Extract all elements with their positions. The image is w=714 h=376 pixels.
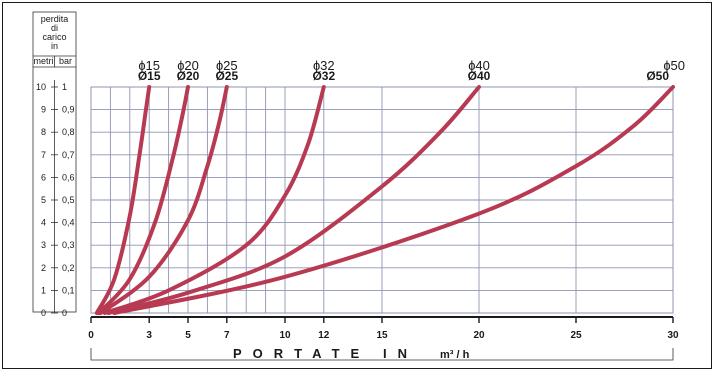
y-scale: 0 0 1 0,1 2 0,2 3 0,3 4 0,4 5 0,5 6 0,6 7 0,7 8 0,8 9 0,9 10… bbox=[36, 80, 75, 318]
x-tick-label: 10 bbox=[279, 330, 291, 341]
series-label-alt: Ø50 bbox=[646, 69, 669, 83]
x-tick-label: 20 bbox=[473, 330, 485, 341]
scale-title-line: in bbox=[51, 41, 58, 51]
series-line bbox=[112, 85, 675, 315]
y-right-tick-label: 0,4 bbox=[62, 218, 75, 228]
y-right-tick-label: 0,2 bbox=[62, 263, 75, 273]
outer-border bbox=[2, 2, 712, 369]
scale-title-line: perdita bbox=[41, 14, 69, 24]
x-tick-label: 3 bbox=[146, 330, 152, 341]
series-label: ɸ20 bbox=[177, 58, 199, 73]
y-left-tick-label: 4 bbox=[41, 218, 46, 228]
series-label: ɸ50 bbox=[663, 58, 685, 73]
y-right-tick-label: 0,9 bbox=[62, 105, 75, 115]
y-right-tick-label: 0 bbox=[62, 308, 67, 318]
y-right-tick-label: 1 bbox=[62, 82, 67, 92]
y-left-tick-label: 6 bbox=[41, 172, 46, 182]
y-right-tick-label: 0,5 bbox=[62, 195, 75, 205]
series-line bbox=[96, 85, 190, 315]
y-left-tick-label: 5 bbox=[41, 195, 46, 205]
x-tick-label: 0 bbox=[88, 330, 94, 341]
x-tick-label: 30 bbox=[667, 330, 679, 341]
series-line bbox=[94, 85, 152, 315]
series-label: ɸ32 bbox=[313, 58, 335, 73]
scale-title-line: carico bbox=[42, 32, 66, 42]
scale-unit-bar: bar bbox=[59, 56, 72, 66]
x-tick-label: 7 bbox=[224, 330, 230, 341]
x-axis-title-bracket bbox=[90, 348, 674, 361]
series-label: ɸ40 bbox=[468, 58, 490, 73]
series-label: ɸ15 bbox=[138, 58, 160, 73]
scale-unit-metri: metri bbox=[34, 56, 54, 66]
y-left-tick-label: 9 bbox=[41, 105, 46, 115]
x-tick-label: 12 bbox=[318, 330, 330, 341]
y-left-tick-label: 0 bbox=[41, 308, 46, 318]
series-line bbox=[106, 85, 481, 315]
x-axis-title: PORTATE IN m³ / h bbox=[233, 346, 470, 361]
series-line bbox=[102, 85, 326, 315]
x-axis-title-word: PORTATE bbox=[233, 346, 370, 361]
y-left-tick-label: 7 bbox=[41, 150, 46, 160]
x-axis: 0 3 5 7 10 12 15 20 25 30 bbox=[88, 316, 679, 341]
series-label-alt: Ø40 bbox=[468, 69, 491, 83]
y-left-tick-label: 10 bbox=[36, 82, 46, 92]
series-label-alt: Ø20 bbox=[177, 69, 200, 83]
y-left-tick-label: 8 bbox=[41, 127, 46, 137]
series-label: ɸ25 bbox=[216, 58, 238, 73]
x-axis-unit: m³ / h bbox=[440, 349, 470, 361]
series-line bbox=[98, 85, 229, 315]
x-tick-label: 25 bbox=[570, 330, 582, 341]
x-tick-label: 5 bbox=[185, 330, 191, 341]
scale-title: perdita di carico in bbox=[41, 14, 69, 51]
y-left-tick-label: 2 bbox=[41, 263, 46, 273]
grid bbox=[90, 86, 674, 314]
series-label-alt: Ø15 bbox=[138, 69, 161, 83]
y-right-tick-label: 0,7 bbox=[62, 150, 75, 160]
x-tick-label: 15 bbox=[376, 330, 388, 341]
y-left-tick-label: 3 bbox=[41, 240, 46, 250]
series-label-alt: Ø32 bbox=[312, 69, 335, 83]
y-right-tick-label: 0,3 bbox=[62, 240, 75, 250]
y-right-tick-label: 0,6 bbox=[62, 172, 75, 182]
series-label-alt: Ø25 bbox=[215, 69, 238, 83]
curves bbox=[94, 85, 675, 315]
y-right-tick-label: 0,1 bbox=[62, 285, 75, 295]
y-left-tick-label: 1 bbox=[41, 285, 46, 295]
y-right-tick-label: 0,8 bbox=[62, 127, 75, 137]
scale-title-line: di bbox=[51, 23, 58, 33]
x-axis-title-word: IN bbox=[383, 346, 418, 361]
